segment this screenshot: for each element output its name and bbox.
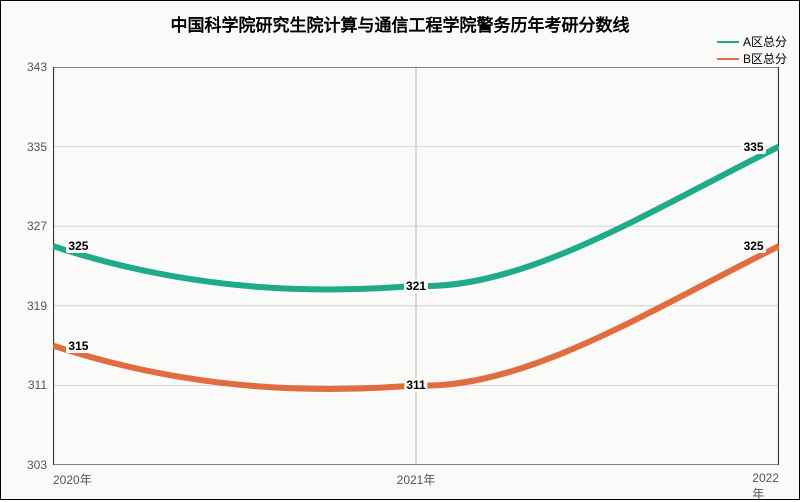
x-tick-label: 2021年 <box>397 465 436 488</box>
legend: A区总分 B区总分 <box>717 33 787 67</box>
y-tick-label: 343 <box>27 60 53 74</box>
data-label: 321 <box>404 279 428 293</box>
legend-label-0: A区总分 <box>743 33 787 50</box>
y-tick-label: 319 <box>27 299 53 313</box>
data-label: 315 <box>66 339 90 353</box>
y-tick-label: 327 <box>27 219 53 233</box>
legend-label-1: B区总分 <box>743 50 787 67</box>
x-tick-label: 2020年 <box>53 465 92 488</box>
legend-item: B区总分 <box>717 50 787 67</box>
y-tick-label: 335 <box>27 140 53 154</box>
y-tick-label: 303 <box>27 458 53 472</box>
y-tick-label: 311 <box>28 378 53 392</box>
legend-swatch-1 <box>717 58 739 60</box>
plot-svg <box>53 67 779 465</box>
data-label: 335 <box>742 140 766 154</box>
x-tick-label: 2022年 <box>752 465 779 502</box>
data-label: 325 <box>742 239 766 253</box>
plot-area: 3033113193273353432020年2021年2022年3253213… <box>53 67 779 465</box>
chart-container: 中国科学院研究生院计算与通信工程学院警务历年考研分数线 A区总分 B区总分 30… <box>0 0 800 500</box>
chart-title: 中国科学院研究生院计算与通信工程学院警务历年考研分数线 <box>1 11 799 36</box>
legend-swatch-0 <box>717 41 739 43</box>
data-label: 325 <box>66 239 90 253</box>
data-label: 311 <box>404 378 427 392</box>
legend-item: A区总分 <box>717 33 787 50</box>
